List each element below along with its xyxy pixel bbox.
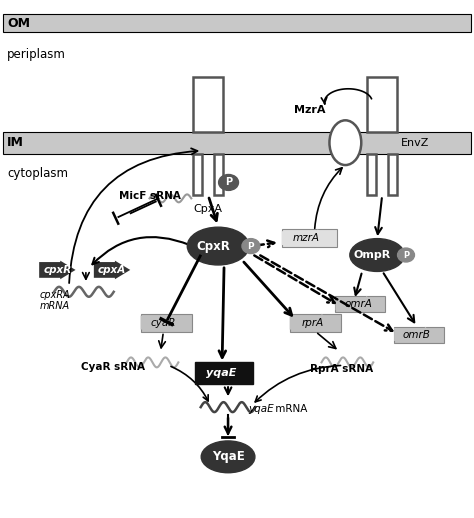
Text: CpxR: CpxR — [196, 240, 230, 253]
Bar — [367, 77, 397, 132]
Bar — [3, 15, 471, 32]
Text: MicF sRNA: MicF sRNA — [118, 191, 181, 202]
FancyArrow shape — [282, 229, 328, 247]
Text: MzrA: MzrA — [294, 105, 325, 115]
Ellipse shape — [329, 120, 361, 165]
Bar — [193, 154, 202, 195]
FancyArrow shape — [141, 314, 182, 332]
Text: mzrA: mzrA — [293, 233, 320, 243]
Text: rprA: rprA — [301, 318, 324, 327]
Ellipse shape — [187, 227, 249, 265]
Text: CpxA: CpxA — [194, 204, 223, 214]
Bar — [367, 154, 376, 195]
Text: cpxA: cpxA — [98, 265, 126, 275]
Text: yqaE: yqaE — [248, 404, 273, 414]
Ellipse shape — [242, 239, 260, 253]
Text: YqaE: YqaE — [212, 450, 245, 463]
Bar — [290, 314, 341, 332]
Bar — [214, 154, 223, 195]
Ellipse shape — [201, 441, 255, 473]
Text: P: P — [225, 178, 232, 188]
Text: OM: OM — [8, 17, 30, 30]
FancyArrow shape — [394, 327, 434, 342]
Text: IM: IM — [8, 136, 24, 149]
Text: cpxRA
mRNA: cpxRA mRNA — [39, 290, 70, 311]
Bar — [141, 314, 192, 332]
Text: CyaR sRNA: CyaR sRNA — [81, 363, 145, 372]
Bar — [394, 327, 444, 342]
Text: P: P — [247, 241, 254, 251]
FancyArrow shape — [290, 314, 331, 332]
Text: cpxR: cpxR — [43, 265, 72, 275]
Text: P: P — [403, 251, 409, 260]
Text: OmpR: OmpR — [354, 250, 391, 260]
Text: cyaR: cyaR — [151, 318, 176, 327]
FancyArrow shape — [195, 363, 243, 384]
Ellipse shape — [398, 248, 414, 262]
Bar — [282, 229, 337, 247]
Bar — [193, 77, 223, 132]
FancyArrow shape — [94, 261, 130, 279]
Bar — [3, 132, 471, 154]
FancyArrow shape — [336, 296, 375, 312]
Text: cytoplasm: cytoplasm — [8, 167, 68, 180]
Ellipse shape — [219, 175, 238, 191]
Text: RprA sRNA: RprA sRNA — [310, 364, 373, 375]
Text: EnvZ: EnvZ — [401, 138, 429, 148]
Bar — [195, 363, 253, 384]
FancyArrow shape — [39, 261, 75, 279]
Bar — [388, 154, 397, 195]
Text: periplasm: periplasm — [8, 48, 66, 61]
Text: mRNA: mRNA — [272, 404, 307, 414]
Text: omrA: omrA — [344, 299, 372, 309]
Ellipse shape — [350, 239, 404, 271]
Text: omrB: omrB — [403, 329, 431, 340]
Bar — [336, 296, 385, 312]
Text: yqaE: yqaE — [206, 368, 236, 378]
